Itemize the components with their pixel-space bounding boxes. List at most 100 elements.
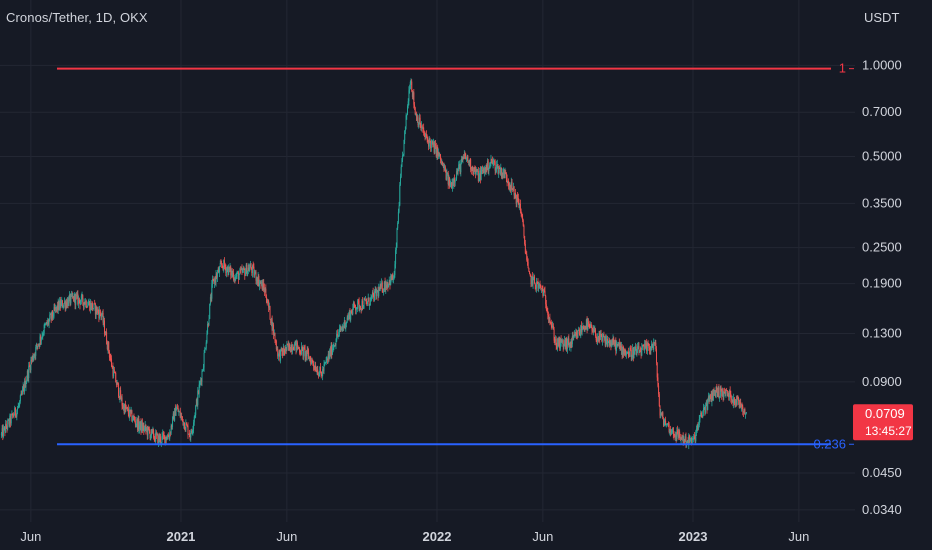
candle-body — [304, 348, 306, 358]
candle-body — [184, 429, 186, 431]
candle-body — [93, 303, 95, 309]
candle-body — [492, 162, 494, 164]
candle-body — [604, 336, 606, 339]
candle-body — [499, 168, 501, 174]
candle-body — [214, 278, 216, 283]
candle-body — [557, 338, 559, 346]
candle-body — [165, 436, 167, 444]
candle-body — [99, 309, 101, 314]
candle-body — [225, 267, 227, 273]
candle-body — [30, 359, 32, 371]
candle-body — [358, 300, 360, 309]
fib-level-label: 1 — [839, 61, 846, 76]
candle-body — [118, 384, 120, 397]
candle-body — [559, 338, 561, 349]
candle-body — [252, 265, 254, 267]
candle-body — [104, 333, 106, 335]
candle-body — [524, 243, 526, 254]
candle-body — [202, 367, 204, 371]
candle-body — [565, 338, 567, 348]
candle-body — [60, 302, 62, 308]
candle-body — [290, 345, 292, 352]
candle-body — [730, 393, 732, 400]
candle-body — [715, 386, 717, 397]
candle-body — [456, 171, 458, 174]
candle-body — [31, 359, 33, 361]
candle-body — [192, 428, 194, 432]
candle-body — [667, 423, 669, 424]
candle-body — [467, 156, 469, 163]
candle-body — [671, 431, 673, 433]
candle-body — [243, 267, 245, 270]
candle-body — [381, 282, 383, 287]
candle-body — [427, 139, 429, 141]
candle-body — [247, 267, 249, 271]
candle-body — [313, 363, 315, 367]
candle-body — [653, 342, 655, 344]
candle-body — [121, 397, 123, 406]
candle-body — [500, 167, 502, 174]
candle-body — [201, 371, 203, 382]
candle-body — [94, 303, 96, 305]
candle-body — [302, 347, 304, 357]
candle-body — [635, 346, 637, 355]
candle-body — [150, 435, 152, 439]
candle-body — [289, 350, 291, 352]
candle-body — [21, 389, 23, 394]
candle-body — [518, 203, 520, 208]
candle-body — [579, 333, 581, 336]
candle-body — [721, 389, 723, 396]
candle-body — [583, 328, 585, 331]
candle-body — [740, 404, 742, 408]
candle-body — [277, 349, 279, 357]
candle-body — [439, 154, 441, 157]
candle-body — [57, 301, 59, 310]
candle-body — [229, 266, 231, 270]
candle-body — [643, 345, 645, 350]
candle-body — [585, 319, 587, 327]
candle-body — [152, 430, 154, 431]
candle-body — [158, 435, 160, 444]
candle-body — [686, 440, 688, 443]
candle-body — [193, 422, 195, 429]
candle-body — [714, 391, 716, 393]
price-tick-label: 0.1300 — [862, 326, 902, 341]
candle-body — [453, 178, 455, 185]
candle-body — [362, 301, 364, 309]
candle-body — [141, 422, 143, 431]
candle-body — [223, 260, 225, 267]
candle-body — [371, 292, 373, 296]
candle-body — [240, 269, 242, 270]
candle-body — [354, 304, 356, 307]
price-tick-label: 0.0900 — [862, 374, 902, 389]
candle-body — [674, 435, 676, 438]
candle-body — [543, 290, 545, 296]
candle-body — [341, 326, 343, 330]
candle-body — [618, 342, 620, 348]
symbol-header[interactable]: Cronos/Tether, 1D, OKX — [6, 10, 148, 25]
candle-body — [404, 130, 406, 140]
candle-body — [688, 435, 690, 445]
candle-body — [494, 161, 496, 171]
candle-body — [688, 435, 690, 443]
candle-body — [535, 284, 537, 289]
candle-body — [662, 412, 664, 420]
candle-body — [543, 290, 545, 291]
candle-body — [598, 333, 600, 341]
candle-body — [58, 301, 60, 310]
candle-body — [202, 370, 204, 372]
candle-body — [185, 423, 187, 430]
candle-body — [709, 394, 711, 401]
candle-body — [398, 205, 400, 212]
candle-body — [439, 154, 441, 160]
candle-body — [571, 341, 573, 345]
candle-body — [233, 273, 235, 281]
candle-body — [295, 340, 297, 351]
candle-body — [495, 169, 497, 171]
candle-body — [562, 340, 564, 348]
candle-body — [334, 344, 336, 346]
candle-body — [307, 349, 309, 353]
candle-body — [640, 351, 642, 356]
